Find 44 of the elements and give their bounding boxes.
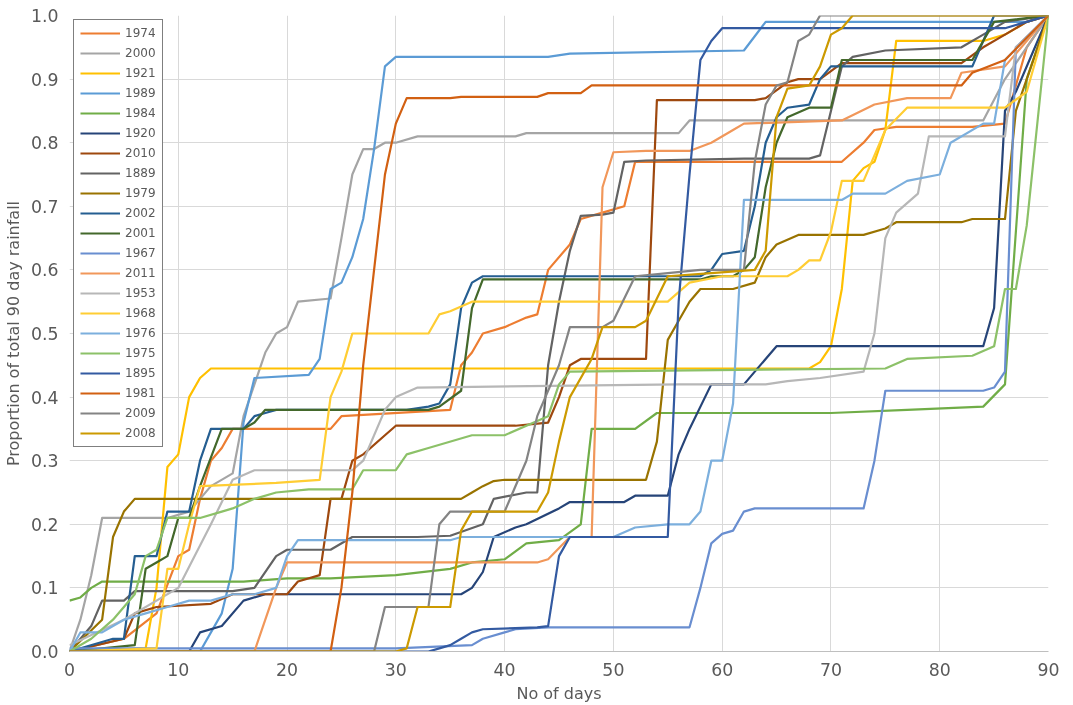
x-axis-title: No of days: [516, 683, 602, 703]
legend-label: 2011: [125, 266, 156, 280]
x-tick-label: 70: [819, 659, 842, 680]
y-tick-label: 0.9: [30, 69, 59, 90]
legend-label: 1981: [125, 386, 156, 400]
x-tick-label: 90: [1037, 659, 1060, 680]
legend-label: 2010: [125, 146, 156, 160]
legend-label: 1967: [125, 246, 156, 260]
legend-label: 2008: [125, 426, 156, 440]
y-tick-label: 0.3: [30, 451, 59, 472]
y-axis-title: Proportion of total 90 day rainfall: [3, 200, 23, 467]
legend-label: 1976: [125, 326, 156, 340]
legend-label: 1953: [125, 286, 156, 300]
legend-label: 2000: [125, 46, 156, 60]
legend-label: 2009: [125, 406, 156, 420]
y-tick-label: 0.8: [30, 133, 59, 154]
y-tick-label: 1.0: [30, 6, 59, 26]
legend-label: 2001: [125, 226, 156, 240]
legend-label: 1968: [125, 306, 156, 320]
y-tick-label: 0.0: [30, 642, 59, 662]
y-tick-label: 0.4: [30, 387, 59, 408]
x-tick-label: 60: [711, 659, 734, 680]
legend-label: 1974: [125, 26, 156, 40]
legend-label: 1975: [125, 346, 156, 360]
legend-label: 2002: [125, 206, 156, 220]
y-tick-label: 0.1: [30, 578, 59, 599]
x-tick-label: 50: [602, 659, 625, 680]
legend-label: 1984: [125, 106, 156, 120]
legend-label: 1921: [125, 66, 156, 80]
x-tick-label: 0: [63, 659, 76, 680]
legend-label: 1979: [125, 186, 156, 200]
x-tick-label: 20: [276, 659, 299, 680]
legend-label: 1920: [125, 126, 156, 140]
x-tick-label: 40: [493, 659, 516, 680]
x-tick-label: 30: [384, 659, 407, 680]
x-tick-label: 10: [167, 659, 190, 680]
legend-label: 1889: [125, 166, 156, 180]
y-tick-label: 0.7: [30, 196, 59, 217]
legend-label: 1989: [125, 86, 156, 100]
y-tick-label: 0.5: [30, 324, 59, 344]
y-tick-label: 0.2: [30, 514, 59, 535]
y-tick-label: 0.6: [30, 260, 59, 281]
x-tick-label: 80: [928, 659, 951, 680]
legend-label: 1895: [125, 366, 156, 380]
